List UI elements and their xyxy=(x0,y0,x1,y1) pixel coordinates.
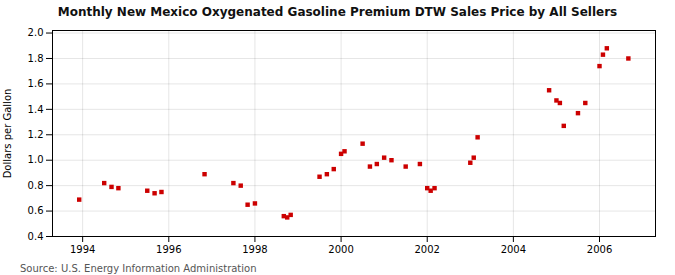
svg-text:1.6: 1.6 xyxy=(28,78,44,89)
svg-text:2006: 2006 xyxy=(587,244,612,255)
svg-text:0.6: 0.6 xyxy=(28,205,44,216)
svg-text:2000: 2000 xyxy=(328,244,353,255)
svg-text:1.4: 1.4 xyxy=(28,104,44,115)
svg-text:1.8: 1.8 xyxy=(28,53,44,64)
svg-text:1996: 1996 xyxy=(156,244,181,255)
svg-text:2002: 2002 xyxy=(414,244,439,255)
svg-text:0.8: 0.8 xyxy=(28,180,44,191)
svg-text:1.2: 1.2 xyxy=(28,129,44,140)
svg-text:2004: 2004 xyxy=(501,244,526,255)
svg-text:Dollars per Gallon: Dollars per Gallon xyxy=(2,89,13,179)
svg-text:1998: 1998 xyxy=(242,244,267,255)
html-text:Monthly New Mexico Oxygenated: Monthly New Mexico Oxygenated Gasoline P… xyxy=(57,5,618,19)
svg-text:2.0: 2.0 xyxy=(28,27,44,38)
svg-text:1.0: 1.0 xyxy=(28,154,44,165)
html-text:Source: U.S. Energy Informatio: Source: U.S. Energy Information Administ… xyxy=(20,263,257,274)
svg-text:0.4: 0.4 xyxy=(28,231,44,242)
svg-text:1994: 1994 xyxy=(70,244,95,255)
